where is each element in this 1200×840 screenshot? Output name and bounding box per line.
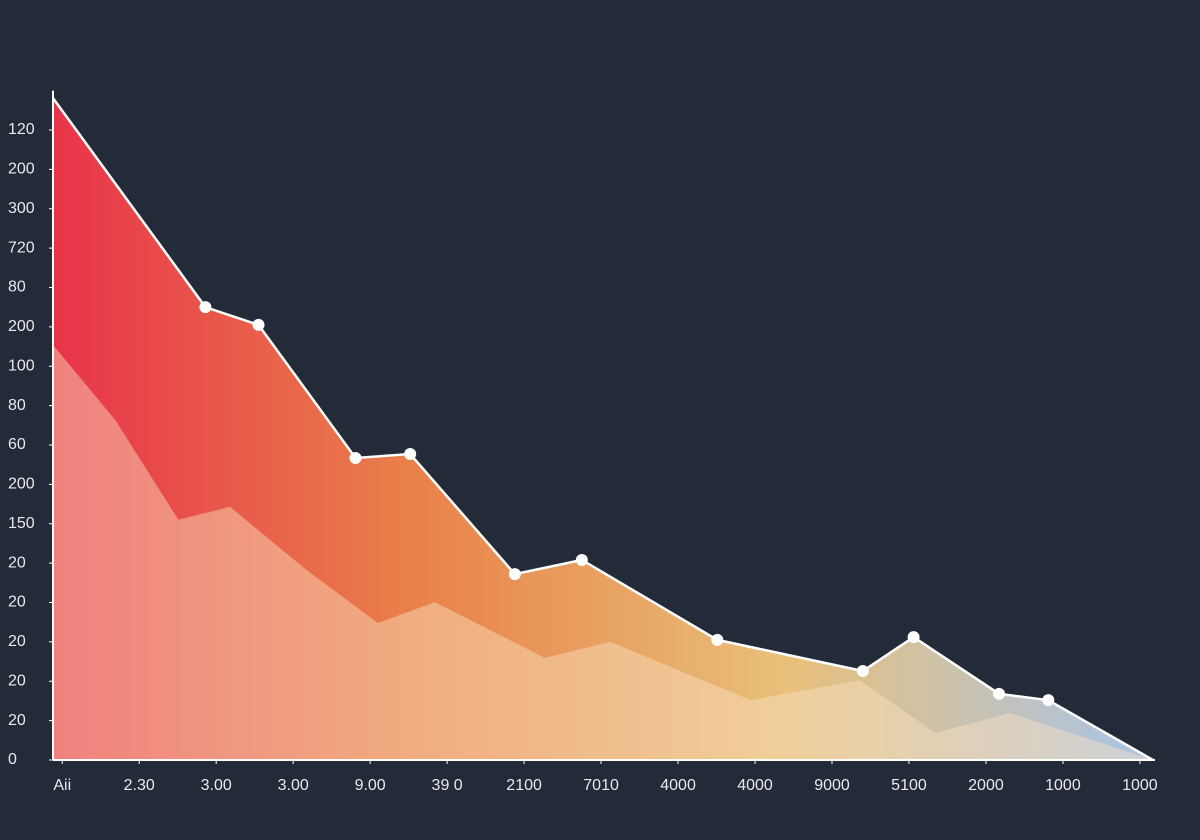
y-tick-label: 720	[8, 239, 35, 256]
y-tick-label: 0	[8, 751, 17, 768]
x-tick-label: 1000	[1122, 777, 1158, 794]
y-tick-label: 20	[8, 672, 26, 689]
y-tick-label: 20	[8, 712, 26, 729]
point	[856, 665, 869, 678]
x-tick-label: 2.30	[124, 777, 155, 794]
y-tick-label: 200	[8, 318, 35, 335]
y-tick-label: 100	[8, 357, 35, 374]
x-tick-label: 5100	[891, 777, 927, 794]
y-tick-label: 80	[8, 279, 26, 296]
x-tick-label: 3.00	[278, 777, 309, 794]
point	[404, 448, 417, 461]
area	[53, 344, 1153, 760]
point	[349, 451, 362, 464]
y-tick-label: 120	[8, 121, 35, 138]
area	[53, 98, 1153, 760]
y-tick-label: 200	[8, 476, 35, 493]
y-tick-label: 300	[8, 200, 35, 217]
point	[907, 631, 920, 644]
y-tick-label: 20	[8, 594, 26, 611]
y-tick-label: 200	[8, 161, 35, 178]
point	[252, 318, 265, 331]
y-tick-label: 150	[8, 515, 35, 532]
x-tick-label: 2100	[506, 777, 542, 794]
x-tick-label: 7010	[583, 777, 619, 794]
point	[575, 553, 588, 566]
x-tick-label: 9.00	[355, 777, 386, 794]
x-tick-label: 9000	[814, 777, 850, 794]
point	[1042, 694, 1055, 707]
point	[711, 633, 724, 646]
point	[993, 687, 1006, 700]
x-tick-label: 4000	[660, 777, 696, 794]
x-tick-label: 1000	[1045, 777, 1081, 794]
y-tick-label: 20	[8, 633, 26, 650]
x-tick-label: 39 0	[432, 777, 463, 794]
point	[508, 568, 521, 581]
x-tick-label: 4000	[737, 777, 773, 794]
x-tick-label: 3.00	[201, 777, 232, 794]
y-tick-label: 80	[8, 397, 26, 414]
x-tick-label: 2000	[968, 777, 1004, 794]
point	[199, 301, 212, 314]
y-tick-label: 60	[8, 436, 26, 453]
x-tick-label: Aii	[53, 777, 71, 794]
y-tick-label: 20	[8, 554, 26, 571]
